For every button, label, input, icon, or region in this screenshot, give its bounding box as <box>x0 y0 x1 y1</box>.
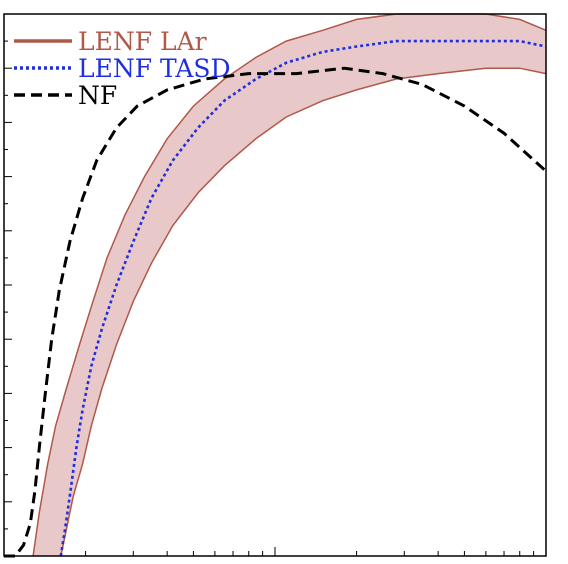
axes-layer <box>3 13 547 557</box>
series-band-lower <box>60 67 547 557</box>
legend-label: LENF LAr <box>78 27 207 56</box>
series-line-nf <box>4 66 548 558</box>
legend-label: NF <box>78 81 117 110</box>
lines-layer <box>4 39 548 558</box>
legend-label: LENF TASD <box>78 54 231 83</box>
series-line-lenf-tasd <box>59 39 547 557</box>
